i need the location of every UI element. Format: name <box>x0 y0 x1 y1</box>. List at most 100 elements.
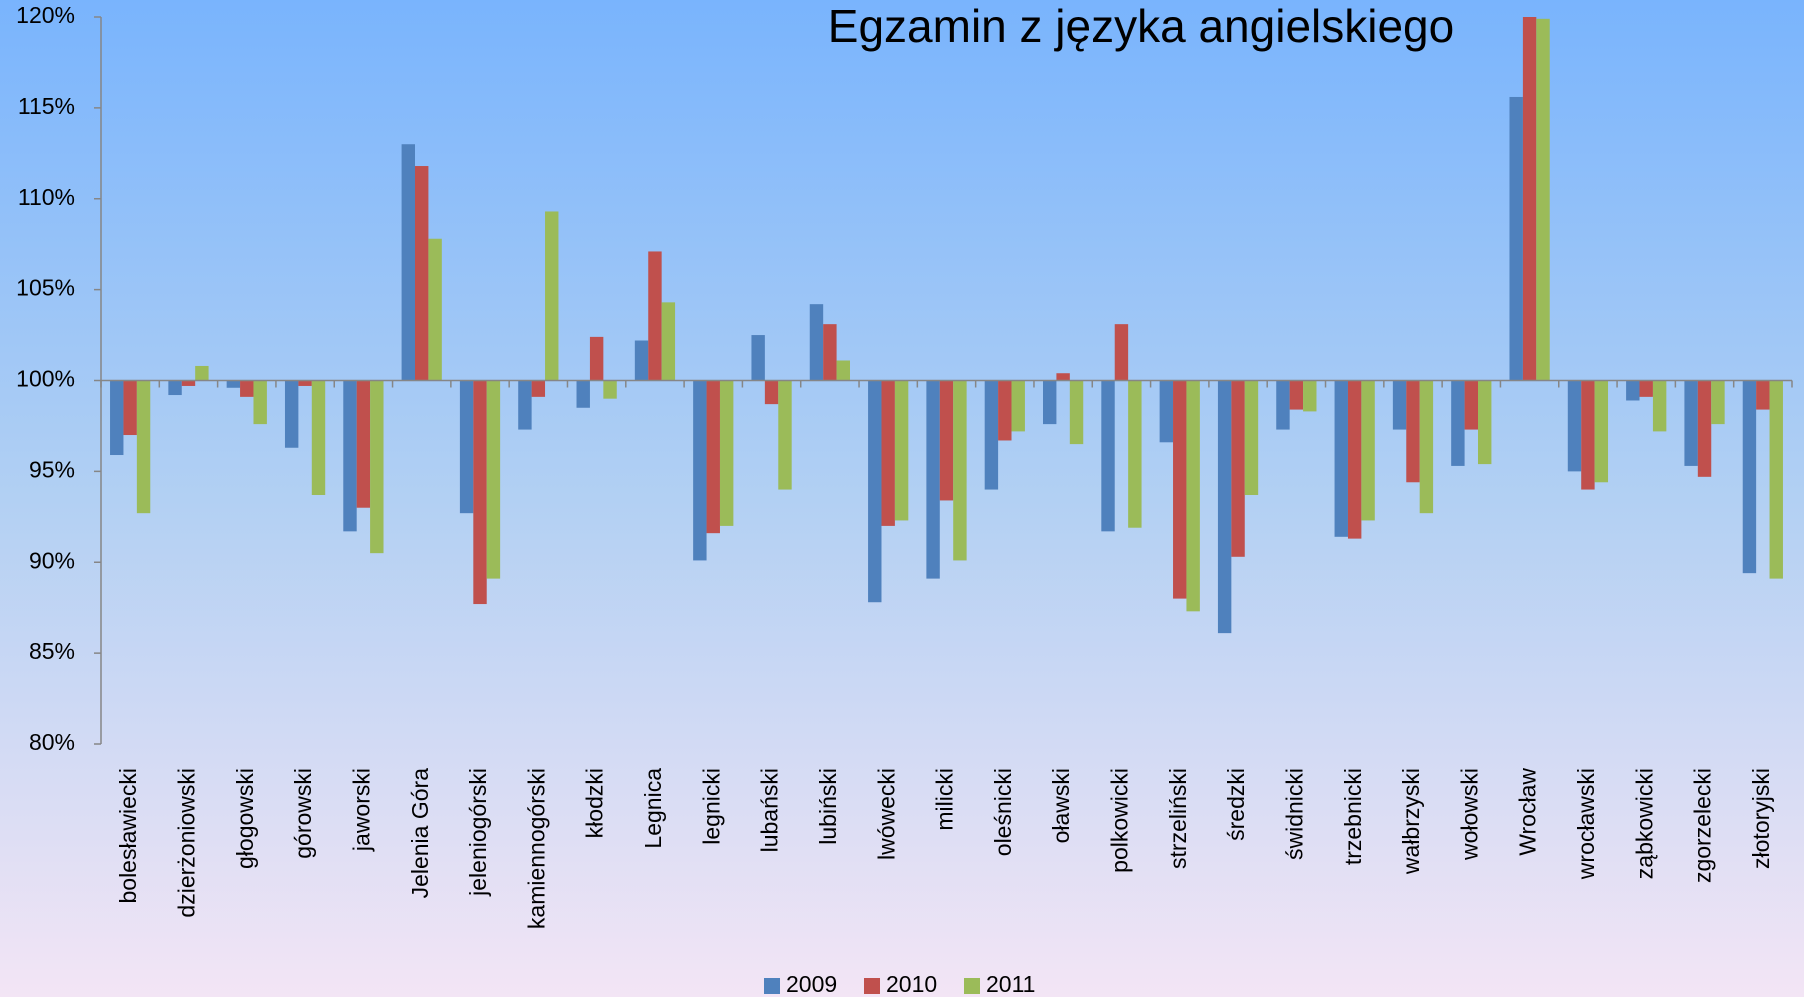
bar <box>1639 380 1653 397</box>
x-tick-label: jaworski <box>348 768 374 852</box>
x-tick-label: świdnicki <box>1281 768 1307 860</box>
bar <box>1711 380 1725 425</box>
x-tick-label: Jelenia Góra <box>407 768 433 899</box>
bar <box>1567 380 1582 472</box>
bar <box>1464 380 1478 430</box>
bar <box>1509 96 1523 381</box>
legend-label: 2010 <box>886 971 937 997</box>
bar <box>634 340 649 381</box>
bar <box>1159 380 1174 443</box>
bar <box>693 380 707 561</box>
x-tick-label: polkowicki <box>1107 768 1133 873</box>
bar <box>1392 380 1407 430</box>
chart-title: Egzamin z języka angielskiego <box>828 0 1454 52</box>
bar <box>589 336 604 381</box>
bar <box>881 380 895 526</box>
bar <box>809 304 824 381</box>
bar <box>836 360 850 381</box>
bar <box>998 380 1012 441</box>
bar <box>984 380 999 490</box>
x-tick-label: zgorzelecki <box>1690 768 1716 883</box>
legend-swatch <box>964 978 980 994</box>
y-tick-label: 110% <box>18 184 75 210</box>
x-tick-label: Legnica <box>640 768 666 849</box>
bar <box>168 380 182 396</box>
x-tick-label: kłodzki <box>582 768 608 838</box>
bar <box>1419 380 1434 514</box>
bar <box>486 380 501 579</box>
bar <box>1684 380 1698 466</box>
bar <box>1581 380 1595 490</box>
x-tick-label: strzeliński <box>1165 768 1191 869</box>
bar <box>240 380 254 397</box>
bar <box>428 238 442 381</box>
bar <box>1626 380 1640 401</box>
x-tick-label: górowski <box>290 768 316 859</box>
bar <box>1756 380 1770 410</box>
x-tick-label: lubiński <box>815 768 841 845</box>
x-tick-label: ząbkowicki <box>1631 768 1657 879</box>
bar <box>939 380 954 501</box>
x-tick-label: milicki <box>932 768 958 831</box>
bar <box>1451 380 1465 466</box>
x-tick-label: legnicki <box>698 768 724 845</box>
bar <box>1334 380 1348 537</box>
bar <box>1128 380 1142 528</box>
bar <box>1186 380 1200 612</box>
y-tick-label: 100% <box>16 366 75 392</box>
bar <box>1303 380 1317 412</box>
bar <box>1276 380 1290 430</box>
legend-label: 2009 <box>786 971 837 997</box>
y-tick-label: 80% <box>29 729 75 755</box>
bar <box>401 144 416 381</box>
bar <box>751 335 765 381</box>
bar <box>706 380 720 534</box>
x-tick-label: wołowski <box>1456 768 1482 861</box>
bar <box>1231 380 1245 557</box>
bar <box>1652 380 1667 432</box>
bar <box>1217 380 1232 634</box>
bar <box>253 380 267 425</box>
bar <box>1594 380 1609 483</box>
bar <box>226 380 241 388</box>
x-tick-label: lwówecki <box>873 768 899 860</box>
bar <box>473 380 487 605</box>
bar <box>110 380 124 456</box>
bar <box>284 380 299 448</box>
bar <box>545 211 559 381</box>
bar <box>356 380 371 508</box>
bar <box>926 380 940 579</box>
x-tick-label: oleśnicki <box>990 768 1016 856</box>
bar <box>518 380 532 430</box>
legend-label: 2011 <box>986 971 1035 997</box>
bar <box>894 380 909 521</box>
bar <box>1011 380 1025 432</box>
x-tick-label: oławski <box>1048 768 1074 843</box>
x-tick-label: kamiennogórski <box>523 768 549 929</box>
y-tick-label: 115% <box>18 93 75 119</box>
bar <box>136 380 151 514</box>
x-tick-label: lubański <box>757 768 783 852</box>
bar <box>531 380 546 397</box>
bar <box>1477 380 1492 465</box>
bar <box>1361 380 1375 521</box>
bar <box>459 380 474 514</box>
x-tick-label: średzki <box>1223 768 1249 841</box>
y-tick-label: 90% <box>29 547 75 573</box>
bar <box>953 380 967 561</box>
x-tick-label: wrocławski <box>1573 768 1599 880</box>
bar <box>415 166 429 381</box>
x-tick-label: trzebnicki <box>1340 768 1366 865</box>
x-tick-label: jeleniogórski <box>465 768 491 897</box>
bar <box>648 251 662 381</box>
bar <box>1522 17 1537 381</box>
bar <box>1347 380 1362 539</box>
y-tick-label: 95% <box>29 456 75 482</box>
bar <box>1101 380 1115 532</box>
bar <box>1742 380 1757 574</box>
bar <box>1289 380 1304 410</box>
y-tick-label: 85% <box>29 638 75 664</box>
x-tick-label: głogowski <box>232 768 258 869</box>
bar <box>823 324 837 381</box>
